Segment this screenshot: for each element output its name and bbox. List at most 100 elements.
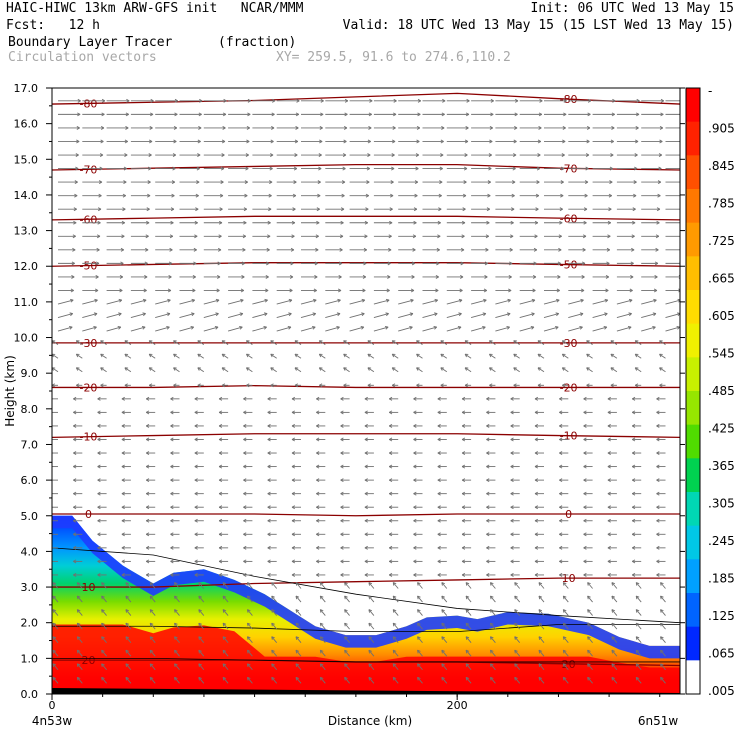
vector-arrowhead — [392, 622, 397, 627]
vector-arrowhead — [295, 112, 300, 117]
circulation-vector — [465, 636, 472, 643]
vector-arrowhead — [635, 582, 640, 586]
circulation-vector — [641, 326, 656, 332]
y-tick-label: 11.0 — [14, 296, 39, 309]
vector-arrowhead — [243, 491, 247, 496]
vector-arrowhead — [656, 545, 660, 550]
vector-arrowhead — [489, 340, 493, 344]
vector-arrowhead — [344, 622, 348, 627]
colorbar-swatch — [686, 492, 700, 527]
y-tick-label: 1.0 — [21, 652, 39, 665]
vector-arrowhead — [291, 532, 296, 537]
vector-arrowhead — [417, 636, 421, 640]
vector-arrowhead — [170, 478, 174, 483]
circulation-vector — [616, 326, 632, 332]
circulation-vector — [470, 326, 486, 332]
vector-arrowhead — [245, 153, 249, 157]
circulation-vector — [634, 340, 642, 346]
circulation-vector — [562, 663, 569, 671]
vector-arrowhead — [120, 247, 125, 252]
circulation-vector — [660, 649, 666, 657]
vector-arrowhead — [268, 193, 272, 198]
circulation-vector — [221, 367, 229, 373]
vector-arrowhead — [414, 193, 418, 198]
vector-arrowhead — [218, 464, 223, 469]
vector-arrowhead — [535, 193, 540, 198]
vector-arrowhead — [586, 367, 590, 371]
vector-arrowhead — [610, 340, 615, 344]
vector-arrowhead — [660, 609, 664, 613]
x-tick-label: 200 — [447, 699, 468, 712]
vector-arrowhead — [291, 410, 296, 415]
vector-arrowhead — [100, 353, 104, 358]
vector-arrowhead — [537, 353, 542, 358]
circulation-vector — [271, 663, 278, 671]
vector-arrowhead — [343, 125, 348, 130]
vector-arrowhead — [98, 180, 103, 185]
colorbar-frame — [685, 87, 701, 695]
vector-arrowhead — [486, 220, 490, 225]
vector-arrowhead — [659, 353, 663, 358]
vector-arrowhead — [291, 518, 296, 523]
vector-arrowhead — [143, 288, 147, 293]
vector-arrowhead — [52, 546, 53, 550]
vector-arrowhead — [319, 383, 323, 388]
vector-arrowhead — [534, 505, 539, 510]
vector-arrowhead — [340, 518, 344, 523]
vector-arrowhead — [461, 505, 466, 510]
vector-arrowhead — [145, 478, 150, 483]
vector-arrowhead — [121, 478, 125, 483]
vector-arrowhead — [218, 234, 222, 239]
vector-arrowhead — [486, 437, 490, 442]
colorbar-swatch — [686, 559, 700, 594]
vector-arrowhead — [634, 153, 638, 157]
vector-arrowhead — [340, 573, 344, 577]
circulation-vector — [514, 649, 521, 657]
vector-arrowhead — [216, 275, 221, 279]
vector-arrowhead — [267, 545, 271, 550]
vector-arrowhead — [122, 193, 126, 198]
circulation-vector — [441, 595, 448, 603]
circulation-vector — [295, 636, 302, 643]
vector-arrowhead — [244, 180, 248, 185]
vector-arrowhead — [198, 676, 202, 681]
vector-arrowhead — [611, 112, 615, 117]
vector-arrowhead — [631, 545, 636, 550]
y-axis-label: Height (km) — [3, 355, 17, 426]
circulation-vector — [106, 326, 121, 332]
vector-arrowhead — [222, 595, 227, 600]
vector-arrowhead — [366, 166, 370, 171]
circulation-vector — [222, 595, 229, 603]
vector-arrowhead — [319, 139, 323, 144]
vector-arrowhead — [263, 312, 268, 317]
vector-arrowhead — [194, 478, 198, 483]
vector-arrowhead — [538, 609, 543, 613]
circulation-vector — [659, 353, 666, 359]
vector-arrowhead — [438, 193, 442, 198]
vector-arrowhead — [194, 559, 198, 564]
vector-arrowhead — [246, 622, 251, 627]
vector-arrowhead — [173, 340, 177, 344]
circulation-vector — [149, 582, 156, 589]
vector-arrowhead — [295, 582, 300, 586]
vector-arrowhead — [364, 532, 368, 537]
colorbar-swatch — [686, 155, 700, 190]
vector-arrowhead — [657, 180, 662, 185]
vector-arrowhead — [392, 663, 397, 667]
circulation-vector — [319, 609, 326, 616]
contour-label: 10 — [562, 572, 576, 585]
vector-arrowhead — [631, 464, 636, 469]
vector-arrowhead — [534, 532, 539, 537]
vector-arrowhead — [537, 153, 541, 157]
vector-arrowhead — [145, 234, 149, 239]
circulation-vector — [319, 353, 326, 359]
vector-arrowhead — [72, 247, 76, 252]
vector-arrowhead — [603, 325, 608, 330]
vector-arrowhead — [465, 609, 470, 613]
vector-arrowhead — [99, 166, 103, 171]
vector-arrowhead — [562, 676, 567, 681]
circulation-vector — [616, 299, 633, 305]
vector-arrowhead — [288, 312, 292, 317]
vector-arrowhead — [585, 153, 590, 157]
vector-arrowhead — [148, 383, 153, 388]
